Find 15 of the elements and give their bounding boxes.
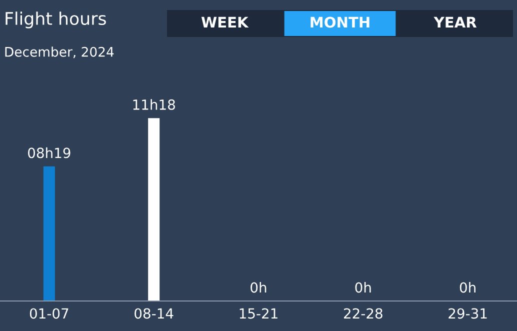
chart-subtitle: December, 2024 — [5, 46, 114, 58]
data-label: 11h18 — [133, 99, 175, 110]
x-tick-label: 01-07 — [30, 308, 68, 319]
x-tick-label: 29-31 — [448, 308, 487, 319]
x-tick-label: 15-21 — [240, 308, 278, 319]
data-label: 0h — [460, 282, 476, 293]
x-tick-label: 08-14 — [134, 308, 174, 319]
text: MONTH — [310, 16, 370, 28]
data-label: 08h19 — [28, 147, 70, 158]
chart-title: Flight hours — [6, 12, 106, 28]
text: WEEK — [201, 16, 249, 28]
x-tick-label: 22-28 — [344, 308, 382, 319]
text: YEAR — [434, 16, 477, 28]
data-label: 0h — [355, 282, 371, 293]
data-label: 0h — [250, 282, 266, 293]
